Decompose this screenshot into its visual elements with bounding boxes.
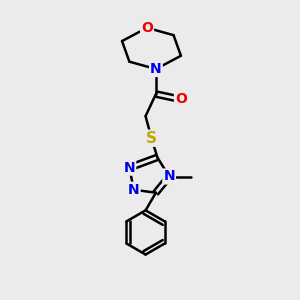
Text: N: N xyxy=(163,169,175,184)
Text: N: N xyxy=(124,161,135,175)
Text: O: O xyxy=(175,92,187,106)
Text: N: N xyxy=(128,183,140,197)
Text: N: N xyxy=(150,62,162,76)
Text: S: S xyxy=(146,131,157,146)
Text: O: O xyxy=(141,21,153,35)
